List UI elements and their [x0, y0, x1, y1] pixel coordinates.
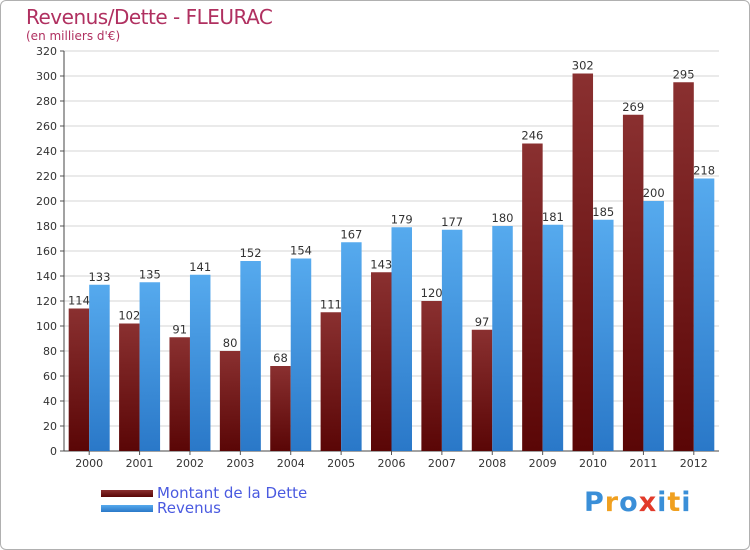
bar-revenus	[391, 227, 412, 451]
x-tick-label: 2008	[478, 457, 506, 470]
y-tick-label: 260	[36, 120, 57, 133]
proxiti-logo: Proxiti	[584, 487, 692, 518]
data-label: 180	[492, 211, 514, 225]
bar-revenus	[139, 282, 161, 451]
data-label: 154	[290, 244, 312, 258]
data-label: 269	[622, 100, 644, 114]
bar-debt	[119, 323, 140, 451]
bar-debt	[673, 82, 694, 451]
data-label: 295	[673, 67, 695, 81]
data-label: 143	[370, 257, 392, 271]
y-tick-label: 240	[36, 145, 57, 158]
legend-label-debt: Montant de la Dette	[157, 484, 308, 502]
data-label: 114	[68, 294, 90, 308]
bar-revenus	[240, 261, 261, 451]
bar-debt	[572, 73, 594, 451]
x-tick-label: 2001	[126, 457, 154, 470]
bar-debt	[68, 308, 90, 451]
data-label: 246	[521, 129, 543, 143]
x-tick-label: 2007	[428, 457, 456, 470]
y-tick-label: 280	[36, 95, 57, 108]
logo-letter: i	[681, 487, 692, 518]
x-tick-label: 2005	[327, 457, 355, 470]
x-tick-label: 2004	[277, 457, 305, 470]
data-label: 91	[172, 322, 187, 336]
bar-revenus	[341, 242, 362, 451]
bar-debt	[371, 272, 392, 451]
legend-swatch-revenus	[101, 505, 153, 512]
y-tick-label: 220	[36, 170, 57, 183]
bar-revenus	[643, 201, 664, 451]
data-label: 133	[88, 270, 110, 284]
bar-revenus	[89, 284, 110, 451]
x-tick-label: 2006	[378, 457, 406, 470]
bar-revenus	[593, 219, 614, 451]
y-tick-label: 40	[43, 395, 57, 408]
bar-revenus	[189, 274, 211, 451]
logo-letter: P	[584, 487, 605, 518]
x-tick-label: 2011	[629, 457, 657, 470]
y-tick-label: 80	[43, 345, 57, 358]
data-label: 177	[441, 215, 463, 229]
chart-title: Revenus/Dette - FLEURAC	[26, 5, 273, 29]
logo-letter: x	[638, 487, 658, 518]
x-tick-label: 2000	[75, 457, 103, 470]
bar-debt	[219, 351, 241, 451]
bar-revenus	[290, 258, 312, 451]
x-tick-label: 2010	[579, 457, 607, 470]
bar-revenus	[693, 178, 715, 451]
y-tick-label: 320	[36, 45, 57, 58]
bar-debt	[522, 143, 543, 451]
data-label: 111	[320, 297, 342, 311]
data-label: 218	[693, 164, 715, 178]
x-tick-label: 2003	[226, 457, 254, 470]
bar-debt	[471, 329, 493, 451]
y-tick-label: 200	[36, 195, 57, 208]
bar-revenus	[542, 224, 564, 451]
y-tick-label: 140	[36, 270, 57, 283]
logo-letter: i	[657, 487, 668, 518]
data-label: 97	[475, 315, 490, 329]
logo-letter: t	[667, 487, 682, 518]
y-tick-label: 0	[50, 445, 57, 458]
data-label: 80	[223, 336, 238, 350]
bar-debt	[622, 114, 644, 451]
data-label: 179	[391, 212, 413, 226]
logo-letter: r	[604, 487, 620, 518]
y-tick-label: 160	[36, 245, 57, 258]
data-label: 200	[643, 186, 665, 200]
data-label: 135	[139, 267, 161, 281]
x-tick-label: 2009	[529, 457, 557, 470]
data-label: 181	[542, 210, 564, 224]
y-tick-label: 300	[36, 70, 57, 83]
data-label: 185	[592, 205, 614, 219]
y-tick-label: 120	[36, 295, 57, 308]
data-label: 167	[340, 227, 362, 241]
data-label: 302	[572, 59, 594, 73]
y-tick-label: 20	[43, 420, 57, 433]
bar-debt	[421, 301, 442, 451]
bar-debt	[270, 366, 291, 451]
data-label: 120	[421, 286, 443, 300]
y-tick-label: 180	[36, 220, 57, 233]
logo-letter: o	[619, 487, 639, 518]
x-tick-label: 2012	[680, 457, 708, 470]
x-tick-label: 2002	[176, 457, 204, 470]
data-label: 68	[273, 351, 288, 365]
chart-subtitle: (en milliers d'€)	[26, 29, 121, 43]
bar-revenus	[441, 229, 463, 451]
bar-debt	[169, 337, 190, 451]
bar-debt	[320, 312, 342, 451]
legend-swatch-debt	[101, 490, 153, 497]
data-label: 152	[240, 246, 262, 260]
data-label: 102	[118, 309, 140, 323]
legend-label-revenus: Revenus	[157, 499, 221, 517]
data-label: 141	[189, 260, 211, 274]
bar-revenus	[492, 226, 513, 451]
y-tick-label: 60	[43, 370, 57, 383]
y-tick-label: 100	[36, 320, 57, 333]
